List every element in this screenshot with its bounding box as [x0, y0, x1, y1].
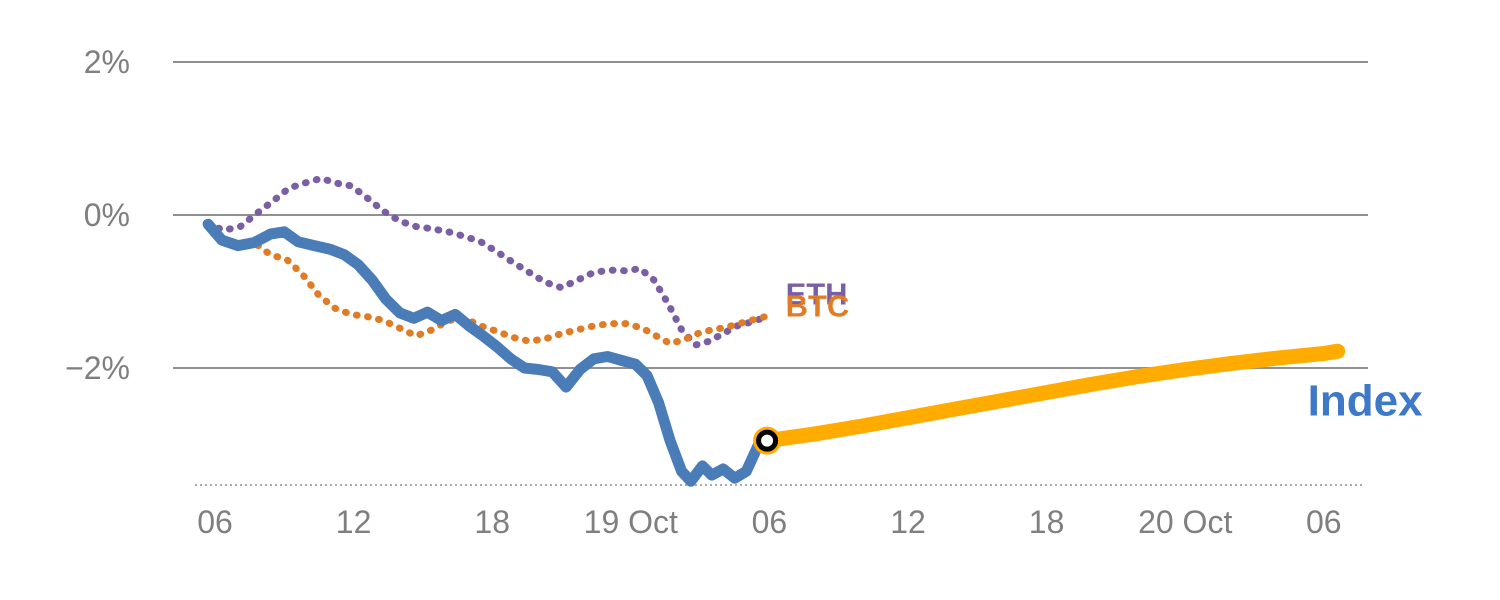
x-tick-label: 18 — [474, 504, 510, 540]
series-line-index — [202, 218, 773, 487]
series-line-btc — [204, 223, 769, 347]
x-tick-label: 18 — [1029, 504, 1065, 540]
x-tick-label: 20 Oct — [1138, 504, 1232, 540]
y-axis-labels: 2% 0% −2% — [65, 44, 130, 386]
marker-ring — [756, 429, 779, 452]
current-point-marker — [753, 426, 782, 455]
x-tick-label: 12 — [336, 504, 372, 540]
series-label-btc: BTC — [786, 289, 850, 324]
y-tick-label: −2% — [65, 350, 130, 386]
series-label-eth: ETH — [786, 277, 848, 312]
x-tick-label: 12 — [890, 504, 926, 540]
y-tick-label: 0% — [84, 197, 130, 233]
series-line-eth — [204, 174, 766, 349]
series-label-index: Index — [1308, 376, 1423, 425]
x-tick-label: 06 — [197, 504, 233, 540]
x-tick-label: 06 — [1306, 504, 1342, 540]
gridlines — [173, 61, 1368, 369]
series-lines — [202, 174, 1346, 487]
x-axis-labels: 06 12 18 19 Oct 06 12 18 20 Oct 06 — [197, 504, 1341, 540]
series-line-index-forecast — [759, 343, 1346, 449]
y-tick-label: 2% — [84, 44, 130, 80]
x-tick-label: 06 — [752, 504, 788, 540]
x-tick-label: 19 Oct — [584, 504, 678, 540]
